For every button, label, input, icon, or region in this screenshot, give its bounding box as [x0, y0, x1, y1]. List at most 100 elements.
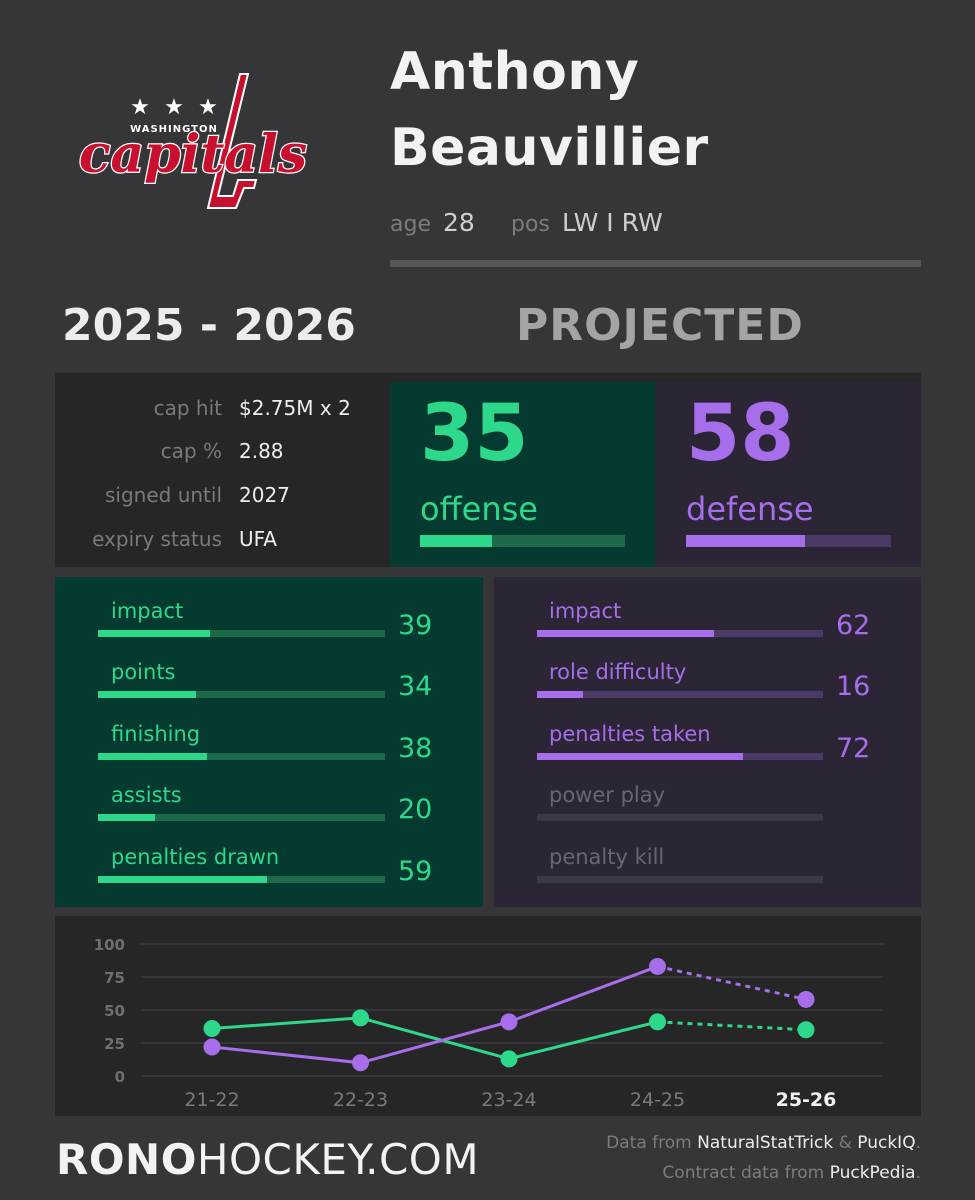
offense-metric-bar-assists: [98, 814, 385, 821]
contract-value: 2.88: [239, 439, 284, 463]
offense-metric-value-assists: 20: [398, 794, 433, 825]
offense-metric-bar-fill: [98, 876, 268, 883]
y-tick-label: 50: [104, 1002, 125, 1020]
source-puckpedia[interactable]: PuckPedia: [829, 1163, 916, 1183]
offense-metric-value-points: 34: [398, 671, 433, 702]
brand-logo[interactable]: RONOHOCKEY.COM: [56, 1135, 479, 1184]
contract-value: 2027: [239, 483, 290, 507]
defense-data-point: [500, 1013, 518, 1031]
offense-metric-bar-impact: [98, 630, 385, 637]
contract-label: cap %: [160, 439, 222, 463]
logo-wordmark: capitals: [79, 124, 307, 185]
source-puckiq[interactable]: PuckIQ: [857, 1133, 916, 1153]
position-label: pos: [511, 212, 550, 237]
offense-label: offense: [420, 490, 538, 528]
defense-data-point: [352, 1054, 369, 1072]
defense-data-point: [649, 957, 666, 975]
offense-bar: [420, 535, 625, 547]
offense-metric-label-finishing: finishing: [111, 722, 201, 746]
x-tick-label: 25-26: [776, 1089, 837, 1111]
x-tick-label: 21-22: [184, 1089, 239, 1111]
offense-data-point: [352, 1009, 369, 1027]
defense-data-point: [797, 990, 815, 1008]
offense-metric-bar-fill: [98, 814, 156, 821]
defense-score: 58: [686, 389, 795, 479]
data-source-line: Data from NaturalStatTrick & PuckIQ.: [606, 1133, 921, 1153]
defense-metric-bar-role-difficulty: [537, 691, 823, 698]
defense-series-line: [211, 965, 659, 1065]
offense-metric-value-impact: 39: [398, 610, 433, 641]
offense-score: 35: [420, 389, 529, 479]
x-tick-label: 23-24: [481, 1089, 536, 1111]
defense-metric-bar-fill: [537, 691, 583, 698]
defense-metric-bar-fill: [537, 630, 715, 637]
contract-source-line: Contract data from PuckPedia.: [662, 1163, 921, 1183]
offense-series-line: [211, 1016, 658, 1061]
player-first-name: Anthony: [390, 42, 640, 102]
defense-metric-bar-power-play: [537, 814, 823, 821]
defense-metric-bar-penalties-taken: [537, 753, 823, 760]
source-period: .: [915, 1133, 921, 1153]
trend-chart: 0 25 50 75 100 21-22 22-23 23-24 24-25 25-26: [94, 936, 883, 1111]
age-label: age: [390, 212, 431, 237]
defense-metric-label-impact: impact: [549, 599, 622, 623]
contract-label: signed until: [104, 483, 222, 507]
defense-metric-label-role-difficulty: role difficulty: [549, 660, 687, 684]
contract-source-period: .: [915, 1163, 921, 1183]
trend-chart-panel: [55, 916, 921, 1116]
header-divider: [390, 260, 921, 267]
contract-value: UFA: [239, 527, 277, 551]
x-tick-label: 24-25: [630, 1089, 685, 1111]
source-prefix: Data from: [606, 1133, 698, 1153]
defense-projection-line: [657, 964, 807, 1001]
position-value: LW I RW: [562, 208, 663, 237]
defense-metric-value-role-difficulty: 16: [836, 671, 871, 702]
defense-bar: [686, 535, 891, 547]
svg-text:★: ★: [198, 95, 218, 120]
defense-metric-label-power-play: power play: [549, 783, 666, 807]
svg-text:★: ★: [130, 95, 150, 120]
offense-metric-value-finishing: 38: [398, 733, 433, 764]
source-separator: &: [833, 1133, 858, 1153]
defense-metric-label-penalty-kill: penalty kill: [549, 845, 665, 869]
brand-bold: RONO: [56, 1135, 197, 1184]
y-tick-label: 75: [104, 969, 125, 987]
defense-metric-bar-penalty-kill: [537, 876, 823, 883]
defense-bar-fill: [686, 535, 805, 547]
star-icons: ★ ★ ★: [130, 95, 218, 120]
offense-metric-bar-fill: [98, 630, 210, 637]
x-tick-label: 22-23: [333, 1089, 388, 1111]
offense-data-point: [500, 1050, 518, 1068]
defense-metric-bar-fill: [537, 753, 743, 760]
contract-label: cap hit: [153, 396, 222, 420]
y-tick-label: 100: [94, 936, 125, 954]
defense-label: defense: [686, 490, 814, 528]
logo-city: WASHINGTON: [130, 124, 218, 135]
offense-data-point: [797, 1021, 815, 1039]
offense-metric-bar-finishing: [98, 753, 385, 760]
offense-metric-label-impact: impact: [111, 599, 184, 623]
player-last-name: Beauvillier: [390, 118, 709, 178]
projected-title: PROJECTED: [516, 300, 804, 351]
offense-metric-bar-penalties-drawn: [98, 876, 385, 883]
contract-label: expiry status: [92, 527, 222, 551]
y-tick-label: 0: [115, 1068, 125, 1086]
offense-metric-label-penalties-drawn: penalties drawn: [111, 845, 280, 869]
defense-metric-bar-impact: [537, 630, 823, 637]
offense-metric-bar-fill: [98, 753, 208, 760]
source-natural-stat-trick[interactable]: NaturalStatTrick: [697, 1133, 834, 1153]
age-value: 28: [443, 208, 475, 237]
contract-source-prefix: Contract data from: [662, 1163, 830, 1183]
team-logo: ★ ★ ★ WASHINGTON capitals: [78, 68, 308, 218]
defense-metric-value-penalties-taken: 72: [836, 733, 871, 764]
defense-metric-value-impact: 62: [836, 610, 871, 641]
offense-metric-bar-fill: [98, 691, 196, 698]
contract-value: $2.75M x 2: [239, 396, 351, 420]
offense-metric-value-penalties-drawn: 59: [398, 856, 433, 887]
season-title: 2025 - 2026: [62, 300, 356, 351]
svg-text:★: ★: [164, 95, 184, 120]
y-tick-label: 25: [104, 1035, 125, 1053]
offense-metric-label-assists: assists: [111, 783, 182, 807]
offense-data-point: [649, 1013, 666, 1031]
offense-metric-label-points: points: [111, 660, 176, 684]
